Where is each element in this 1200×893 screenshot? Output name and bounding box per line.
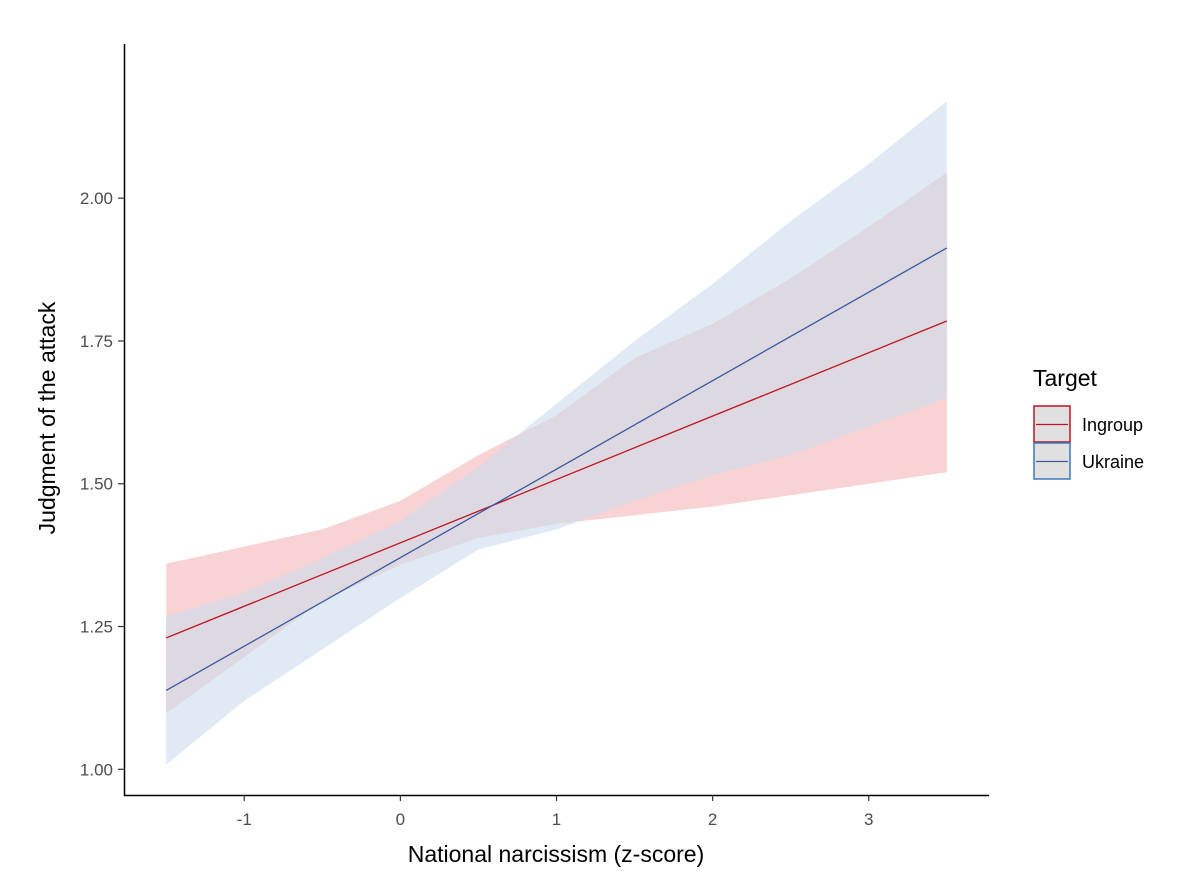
y-tick-label: 1.00 xyxy=(80,760,113,779)
x-axis-title: National narcissism (z-score) xyxy=(408,841,705,867)
y-tick-label: 2.00 xyxy=(80,189,113,208)
y-tick-label: 1.50 xyxy=(80,475,113,494)
fit-lines xyxy=(165,247,948,692)
x-tick-label: 1 xyxy=(552,810,561,829)
legend-item-ingroup: Ingroup xyxy=(1033,405,1143,443)
legend-item-ukraine: Ukraine xyxy=(1033,442,1144,480)
fit-line-ingroup xyxy=(165,320,948,639)
y-tick-label: 1.75 xyxy=(80,332,113,351)
legend-label-ingroup: Ingroup xyxy=(1082,415,1143,435)
legend: Target Ingroup Ukraine xyxy=(1033,365,1144,480)
fit-line-ukraine xyxy=(165,247,948,692)
x-tick-label: 0 xyxy=(396,810,405,829)
x-axis-ticks: -1 0 1 2 3 xyxy=(237,795,874,829)
confidence-bands xyxy=(166,101,947,765)
y-tick-label: 1.25 xyxy=(80,618,113,637)
x-tick-label: 3 xyxy=(864,810,873,829)
legend-title: Target xyxy=(1033,365,1098,391)
x-tick-label: 2 xyxy=(708,810,717,829)
x-tick-label: -1 xyxy=(237,810,252,829)
confidence-band-ukraine xyxy=(166,101,947,765)
y-axis-ticks: 1.00 1.25 1.50 1.75 2.00 xyxy=(80,189,124,779)
legend-label-ukraine: Ukraine xyxy=(1082,452,1144,472)
y-axis-title: Judgment of the attack xyxy=(34,301,60,534)
